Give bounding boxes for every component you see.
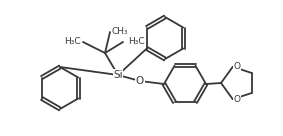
Text: CH₃: CH₃ [112, 27, 129, 36]
Text: Si: Si [113, 70, 123, 80]
Text: O: O [136, 76, 144, 86]
Text: O: O [234, 95, 241, 104]
Text: H₃C: H₃C [128, 38, 145, 47]
Text: O: O [234, 62, 241, 71]
Text: H₃C: H₃C [64, 38, 81, 47]
